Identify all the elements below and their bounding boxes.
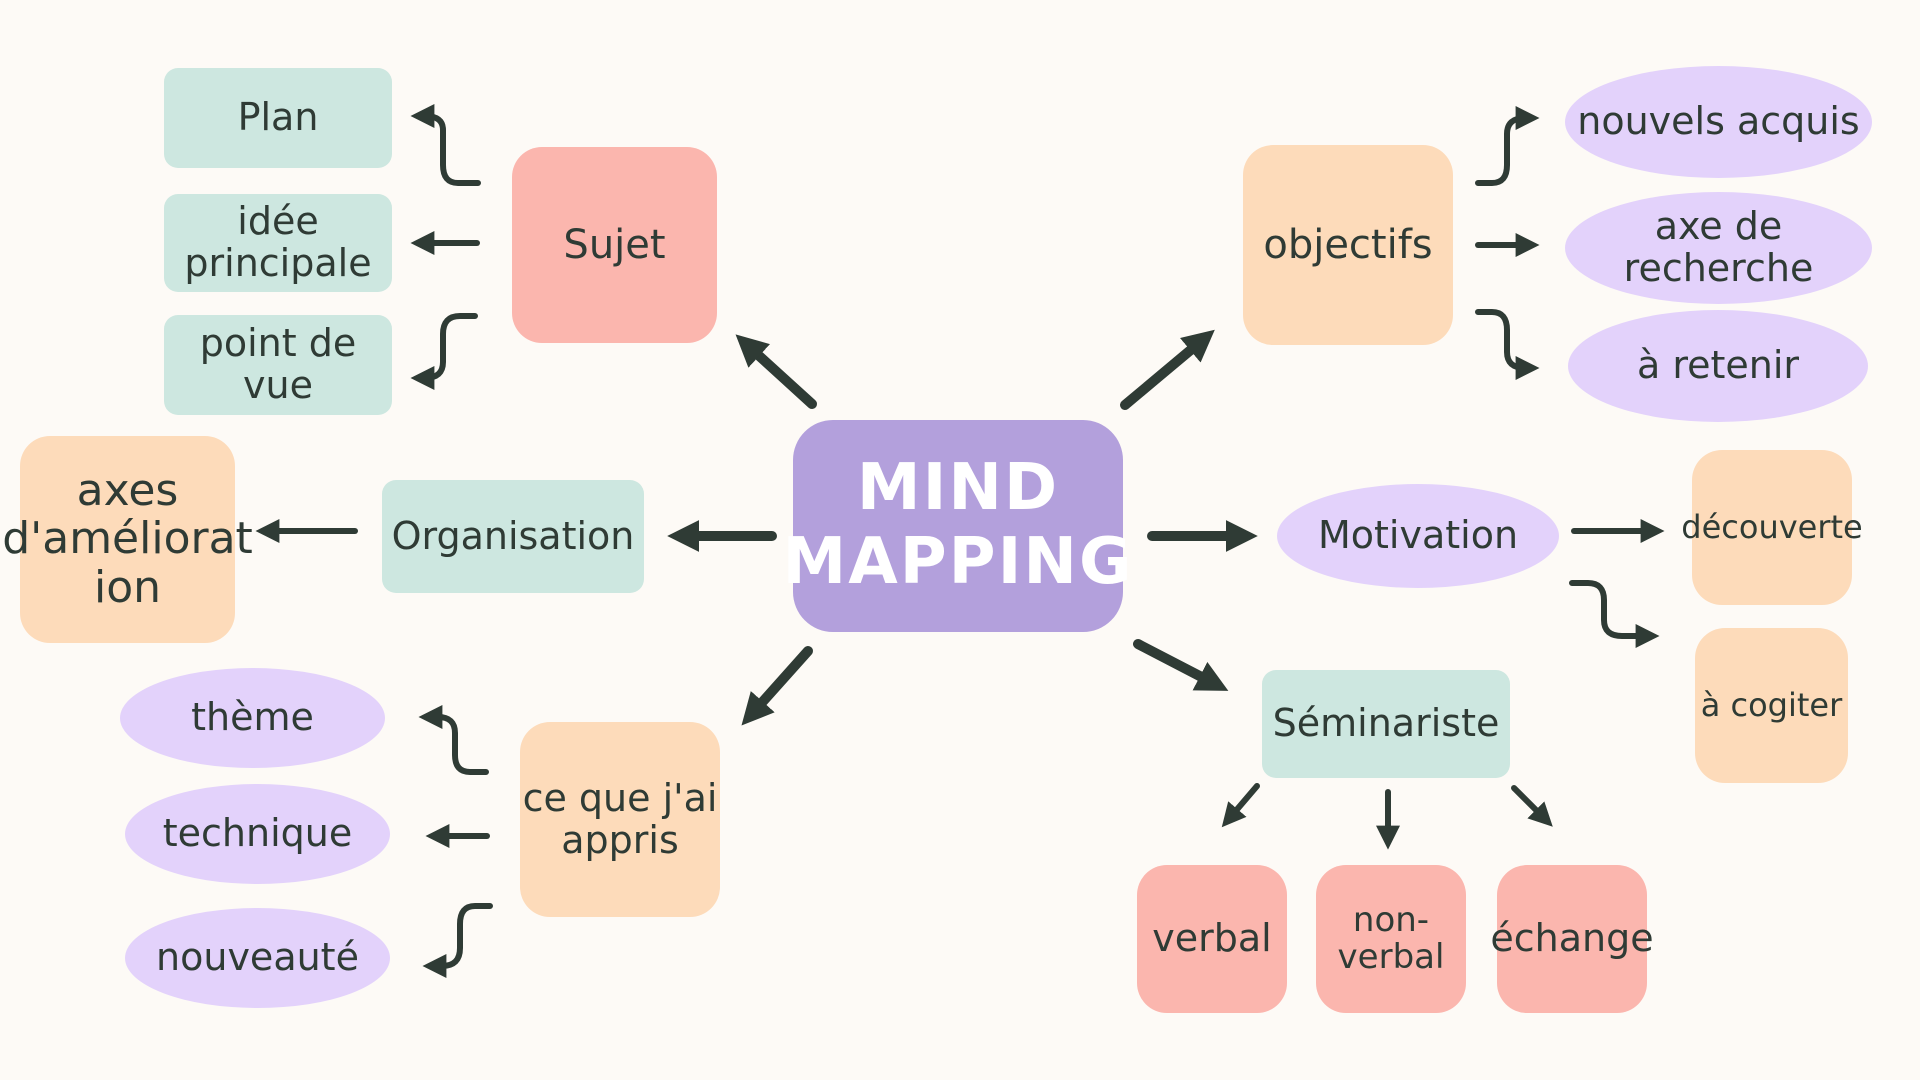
- arrow-to-theme: [418, 705, 489, 775]
- node-motivation-label: Motivation: [1317, 513, 1519, 558]
- center-title-line1: MIND: [856, 451, 1060, 526]
- arrow-to-nouveaute: [422, 903, 493, 978]
- arrow-to-appris: [741, 646, 813, 726]
- node-point-de-vue-label: point de vue: [199, 321, 357, 407]
- node-idee-principale-label: idée principale: [184, 199, 372, 285]
- node-nouvels-acquis: nouvels acquis: [1565, 66, 1872, 178]
- node-objectifs-label: objectifs: [1263, 222, 1433, 268]
- node-ce-que-jai-appris: ce que j'ai appris: [520, 722, 720, 917]
- node-objectifs: objectifs: [1243, 145, 1453, 345]
- node-nouvels-acquis-label: nouvels acquis: [1577, 99, 1860, 144]
- node-organisation-label: Organisation: [391, 513, 635, 558]
- node-point-de-vue: point de vue: [164, 315, 392, 415]
- node-plan-label: Plan: [237, 95, 319, 140]
- node-plan: Plan: [164, 68, 392, 168]
- node-non-verbal-label: non-verbal: [1337, 899, 1445, 977]
- arrow-to-point-de-vue: [410, 313, 478, 390]
- arrow-to-echange: [1511, 785, 1553, 827]
- node-a-cogiter: à cogiter: [1695, 628, 1848, 783]
- node-a-retenir: à retenir: [1568, 310, 1868, 422]
- node-a-cogiter-label: à cogiter: [1700, 685, 1843, 724]
- arrow-to-seminariste: [1133, 639, 1229, 691]
- node-axe-de-recherche: axe de recherche: [1565, 192, 1872, 304]
- node-a-retenir-label: à retenir: [1636, 343, 1800, 388]
- node-sujet-label: Sujet: [563, 222, 666, 268]
- node-non-verbal: non-verbal: [1316, 865, 1466, 1013]
- node-seminariste-label: Séminariste: [1272, 701, 1500, 746]
- node-theme-label: thème: [191, 695, 314, 740]
- node-seminariste: Séminariste: [1262, 670, 1510, 778]
- node-nouveaute: nouveauté: [125, 908, 390, 1008]
- arrow-to-a-retenir: [1475, 309, 1540, 380]
- node-decouverte-label: découverte: [1681, 507, 1863, 546]
- node-theme: thème: [120, 668, 385, 768]
- node-axe-de-recherche-label: axe de recherche: [1623, 204, 1814, 290]
- node-motivation: Motivation: [1277, 484, 1559, 588]
- arrow-to-objectifs: [1120, 329, 1215, 410]
- center-node: MIND MAPPING: [783, 420, 1131, 632]
- node-decouverte: découverte: [1681, 450, 1863, 605]
- node-axes-amelioration: axes d'améliorat ion: [2, 436, 253, 643]
- node-verbal-label: verbal: [1152, 916, 1272, 961]
- node-echange: échange: [1490, 865, 1654, 1013]
- node-technique-label: technique: [162, 811, 353, 856]
- node-echange-label: échange: [1490, 916, 1654, 961]
- node-organisation: Organisation: [382, 480, 644, 593]
- node-sujet: Sujet: [512, 147, 717, 343]
- arrow-to-verbal: [1221, 783, 1260, 828]
- node-axes-amelioration-label: axes d'améliorat ion: [2, 464, 253, 613]
- arrow-to-sujet: [735, 334, 817, 409]
- center-title-line2: MAPPING: [782, 525, 1134, 599]
- arrow-to-a-cogiter: [1569, 580, 1660, 648]
- node-idee-principale: idée principale: [164, 194, 392, 292]
- node-technique: technique: [125, 784, 390, 884]
- node-nouveaute-label: nouveauté: [156, 935, 359, 980]
- arrow-to-nouvels-acquis: [1475, 106, 1540, 186]
- node-ce-que-jai-appris-label: ce que j'ai appris: [522, 775, 718, 862]
- arrow-to-plan: [410, 104, 481, 186]
- node-verbal: verbal: [1137, 865, 1287, 1013]
